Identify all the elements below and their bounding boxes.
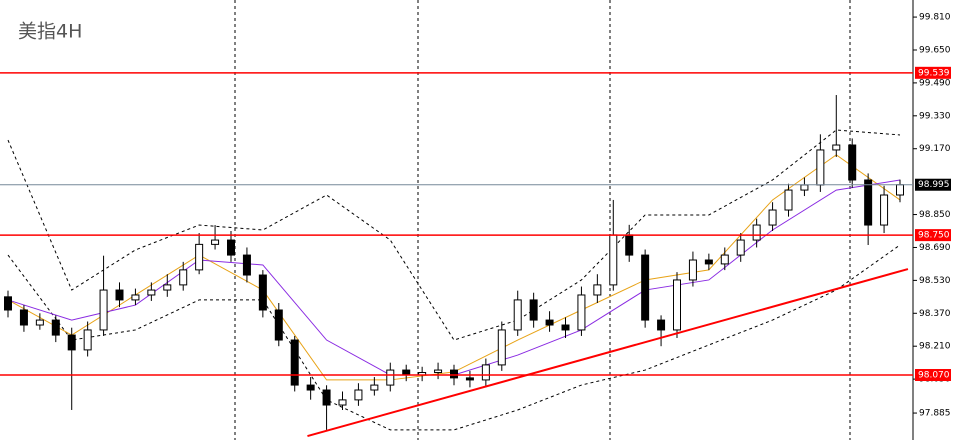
candle-body bbox=[83, 329, 92, 351]
candle-body bbox=[529, 299, 538, 321]
level-label: 98.995 bbox=[918, 180, 950, 190]
candle-body bbox=[768, 209, 777, 226]
y-tick-label: 98.850 bbox=[919, 210, 951, 220]
candle-body bbox=[720, 254, 729, 265]
candle-body bbox=[306, 384, 315, 391]
candle-body bbox=[290, 339, 299, 386]
level-label-box bbox=[915, 178, 951, 191]
candle-body bbox=[434, 369, 443, 374]
y-tick-label: 98.370 bbox=[919, 309, 951, 319]
level-label: 98.070 bbox=[918, 370, 950, 380]
candle-body bbox=[832, 144, 841, 151]
level-label-box bbox=[915, 229, 951, 242]
candle-body bbox=[880, 194, 889, 226]
y-tick-label: 99.170 bbox=[919, 144, 951, 154]
chart-title: 美指4H bbox=[18, 21, 82, 43]
candle-body bbox=[115, 289, 124, 301]
level-label-box bbox=[915, 368, 951, 381]
candle-body bbox=[625, 234, 634, 256]
candle-body bbox=[513, 299, 522, 331]
candle-body bbox=[481, 364, 490, 381]
candle-body bbox=[179, 269, 188, 286]
level-label: 99.539 bbox=[918, 68, 950, 78]
candle-body bbox=[35, 319, 44, 326]
candle-body bbox=[577, 294, 586, 331]
candle-body bbox=[274, 309, 283, 341]
candle-body bbox=[354, 389, 363, 401]
candle-body bbox=[131, 294, 140, 301]
candle-body bbox=[816, 149, 825, 186]
candle-body bbox=[322, 389, 331, 406]
level-label-box bbox=[915, 66, 951, 79]
candle-body bbox=[99, 289, 108, 331]
candle-body bbox=[641, 254, 650, 321]
y-tick-label: 97.885 bbox=[919, 409, 951, 419]
candle-body bbox=[545, 319, 554, 326]
y-tick-label: 99.330 bbox=[919, 111, 951, 121]
candle-body bbox=[736, 239, 745, 256]
candle-body bbox=[19, 309, 28, 326]
candle-body bbox=[657, 319, 666, 331]
candle-body bbox=[258, 274, 267, 311]
candle-body bbox=[848, 144, 857, 181]
candle-body bbox=[864, 179, 873, 226]
candle-body bbox=[242, 254, 251, 276]
candle-body bbox=[67, 334, 76, 351]
candle-body bbox=[800, 184, 809, 191]
candle-body bbox=[51, 319, 60, 336]
candle-body bbox=[450, 369, 458, 379]
trend-line bbox=[307, 268, 909, 438]
candle-body bbox=[561, 324, 570, 331]
candle-body bbox=[386, 369, 395, 386]
indicator-line bbox=[7, 129, 901, 341]
candle-body bbox=[163, 284, 172, 291]
candle-body bbox=[752, 224, 761, 241]
candle-body bbox=[784, 189, 793, 211]
candle-body bbox=[704, 259, 713, 265]
candle-body bbox=[338, 399, 347, 406]
y-tick-label: 98.210 bbox=[919, 342, 951, 352]
candle-body bbox=[688, 259, 697, 281]
candle-body bbox=[497, 329, 506, 366]
indicator-line bbox=[7, 244, 901, 431]
candle-body bbox=[4, 296, 12, 311]
y-tick-label: 99.810 bbox=[919, 13, 951, 23]
y-tick-label: 99.650 bbox=[919, 45, 951, 55]
candle-body bbox=[227, 239, 235, 256]
candle-body bbox=[211, 239, 220, 245]
candle-body bbox=[195, 243, 204, 271]
candle-body bbox=[896, 184, 904, 196]
y-tick-label: 98.530 bbox=[919, 276, 951, 286]
y-tick-label: 98.690 bbox=[919, 243, 951, 253]
level-label: 98.750 bbox=[918, 231, 950, 241]
candle-body bbox=[673, 279, 681, 331]
candle-body bbox=[465, 377, 474, 381]
candle-body bbox=[147, 289, 156, 296]
candle-body bbox=[370, 384, 379, 391]
candle-body bbox=[609, 234, 618, 286]
y-tick-label: 99.490 bbox=[919, 78, 951, 88]
candle-body bbox=[593, 284, 602, 296]
